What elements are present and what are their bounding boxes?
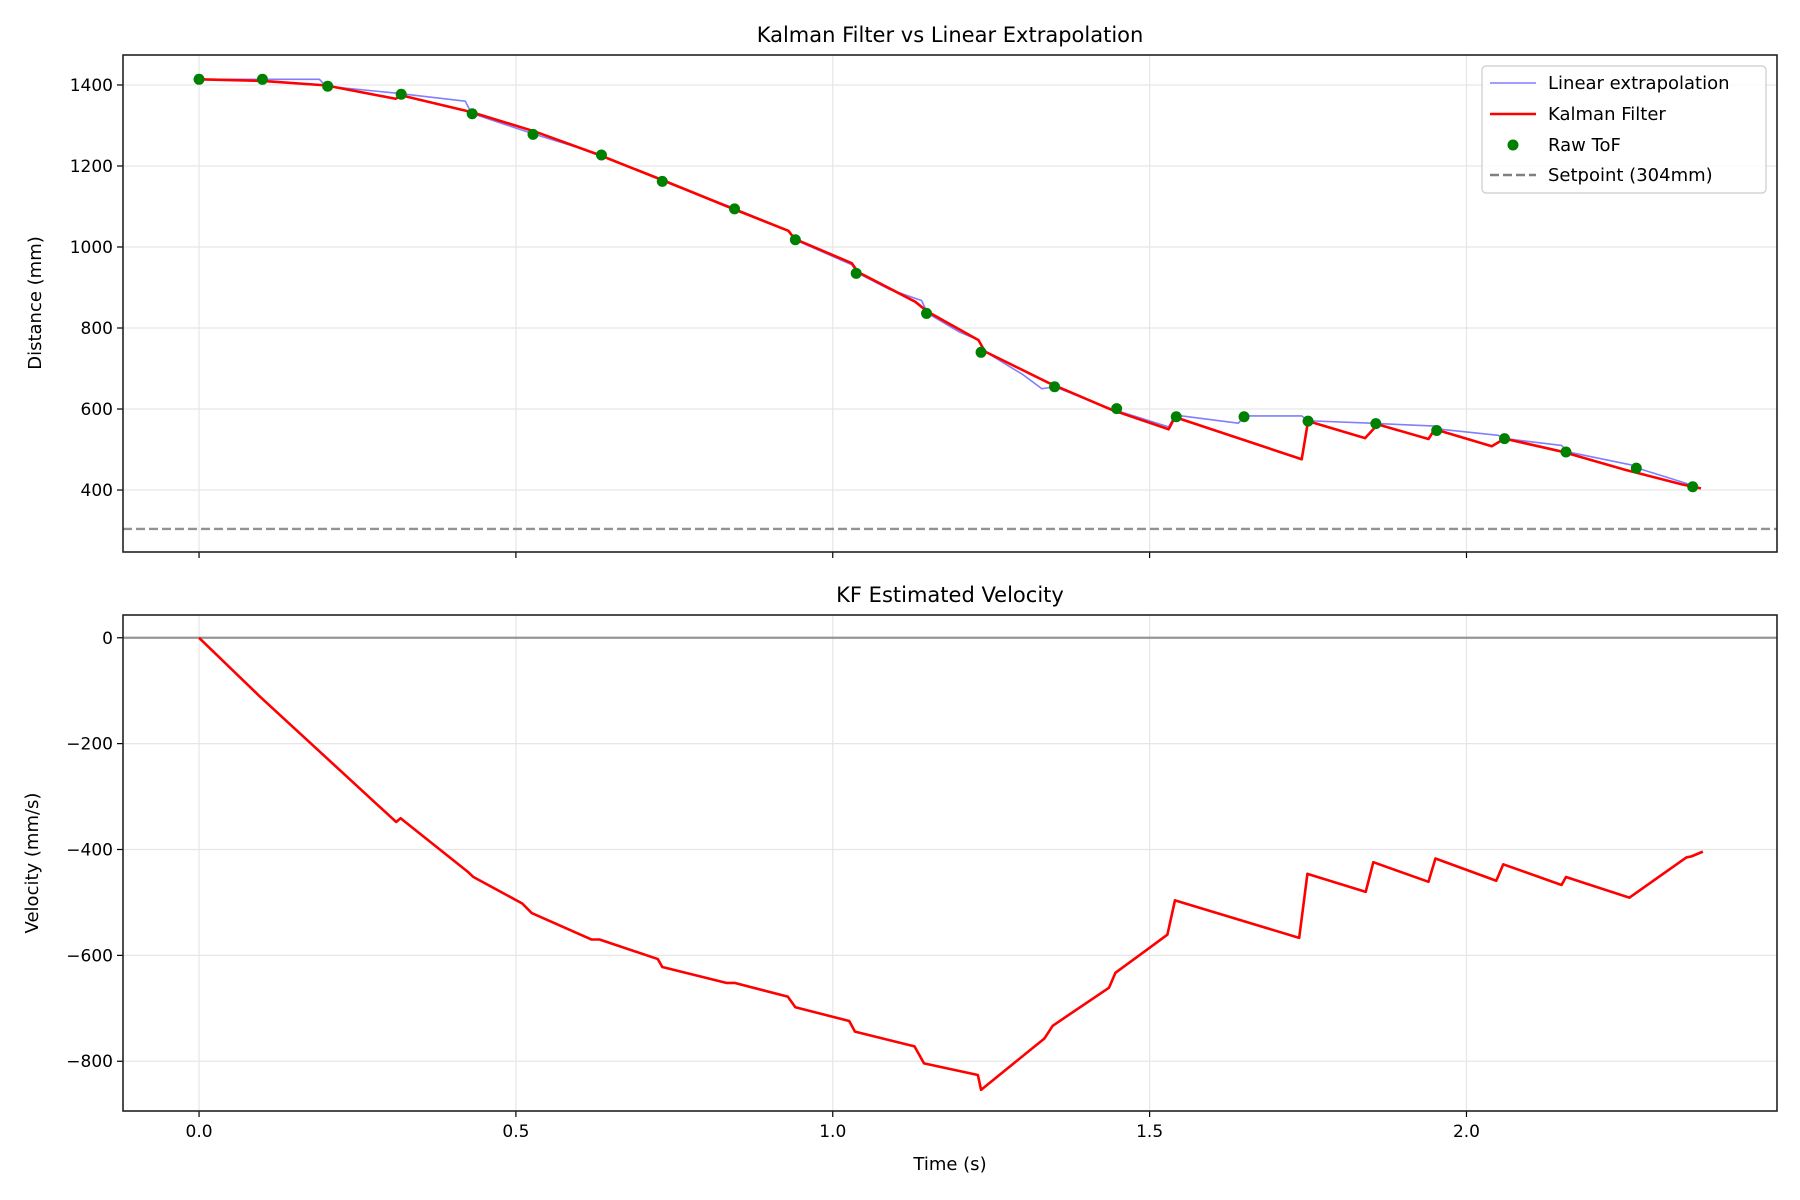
top-y-tick-label: 1400 [70,76,113,96]
top-y-tick-label: 1200 [70,157,113,177]
bottom-x-tick-label: 2.0 [1453,1122,1480,1142]
top-series-raw-tof-point [527,128,539,140]
bottom-plot-area [123,636,1777,1092]
legend: Linear extrapolation Kalman Filter Raw ToF… [1481,65,1767,194]
bottom-axes-frame [122,614,1778,1112]
legend-item: Kalman Filter [1490,104,1666,125]
top-series-raw-tof-point [193,73,205,85]
bottom-y-tick-label: −200 [66,735,113,755]
top-plot-area [123,73,1777,531]
top-series-raw-tof-point [1049,381,1061,393]
legend-marker [1507,139,1519,151]
top-series-raw-tof-point [466,108,478,120]
top-series-raw-tof-point [729,203,741,215]
top-series-raw-tof-point [395,88,407,100]
bottom-series-velocity-line [198,636,1704,1092]
top-series-raw-tof-point [1630,462,1642,474]
top-series-raw-tof-point [850,267,862,279]
top-series-raw-tof-point [1431,424,1443,436]
top-series-raw-tof-point [1111,403,1123,415]
legend-item: Linear extrapolation [1490,73,1730,94]
bottom-x-tick-label: 0.5 [502,1122,529,1142]
top-series-raw-tof-point [1370,418,1382,430]
top-series-raw-tof-point [975,346,987,358]
bottom-x-tick-label: 1.0 [819,1122,846,1142]
bottom-chart-title: KF Estimated Velocity [836,583,1064,607]
bottom-x-tick-label: 0.0 [186,1122,213,1142]
top-series-raw-tof-point [1560,446,1572,458]
top-y-axis-label: Distance (mm) [25,236,46,370]
top-y-tick-label: 400 [81,481,113,501]
top-series-raw-tof-point [1687,481,1699,493]
top-axes-frame [122,54,1778,553]
x-axis-label: Time (s) [912,1154,986,1175]
legend-item: Raw ToF [1507,135,1621,156]
top-series-raw-tof-point [789,234,801,246]
bottom-y-tick-label: 0 [102,629,113,649]
top-series-raw-tof-point [1499,433,1511,445]
top-series-kalman-filter-line [199,78,1702,490]
top-y-tick-label: 600 [81,400,113,420]
top-series-raw-tof-point [1302,415,1314,427]
top-series-raw-tof-point [656,175,668,187]
legend-item: Setpoint (304mm) [1490,165,1713,186]
top-series-raw-tof-point [322,80,334,92]
bottom-y-tick-label: −800 [66,1052,113,1072]
top-chart-title: Kalman Filter vs Linear Extrapolation [757,23,1144,47]
top-series-raw-tof-point [256,73,268,85]
top-series-raw-tof-point [1170,411,1182,423]
top-y-tick-label: 800 [81,319,113,339]
legend-box [1481,65,1767,194]
top-series-raw-tof-point [595,149,607,161]
legend-label: Linear extrapolation [1548,73,1730,94]
top-series-raw-tof-point [921,307,933,319]
legend-label: Kalman Filter [1548,104,1666,125]
legend-label: Setpoint (304mm) [1548,165,1713,186]
bottom-y-tick-label: −600 [66,946,113,966]
bottom-x-tick-label: 1.5 [1136,1122,1163,1142]
legend-label: Raw ToF [1548,135,1621,156]
top-series-raw-tof-point [1238,411,1250,423]
bottom-y-tick-label: −400 [66,841,113,861]
top-y-tick-label: 1000 [70,238,113,258]
top-series-linear-extrapolation-line [199,78,1695,487]
bottom-y-axis-label: Velocity (mm/s) [22,793,43,934]
